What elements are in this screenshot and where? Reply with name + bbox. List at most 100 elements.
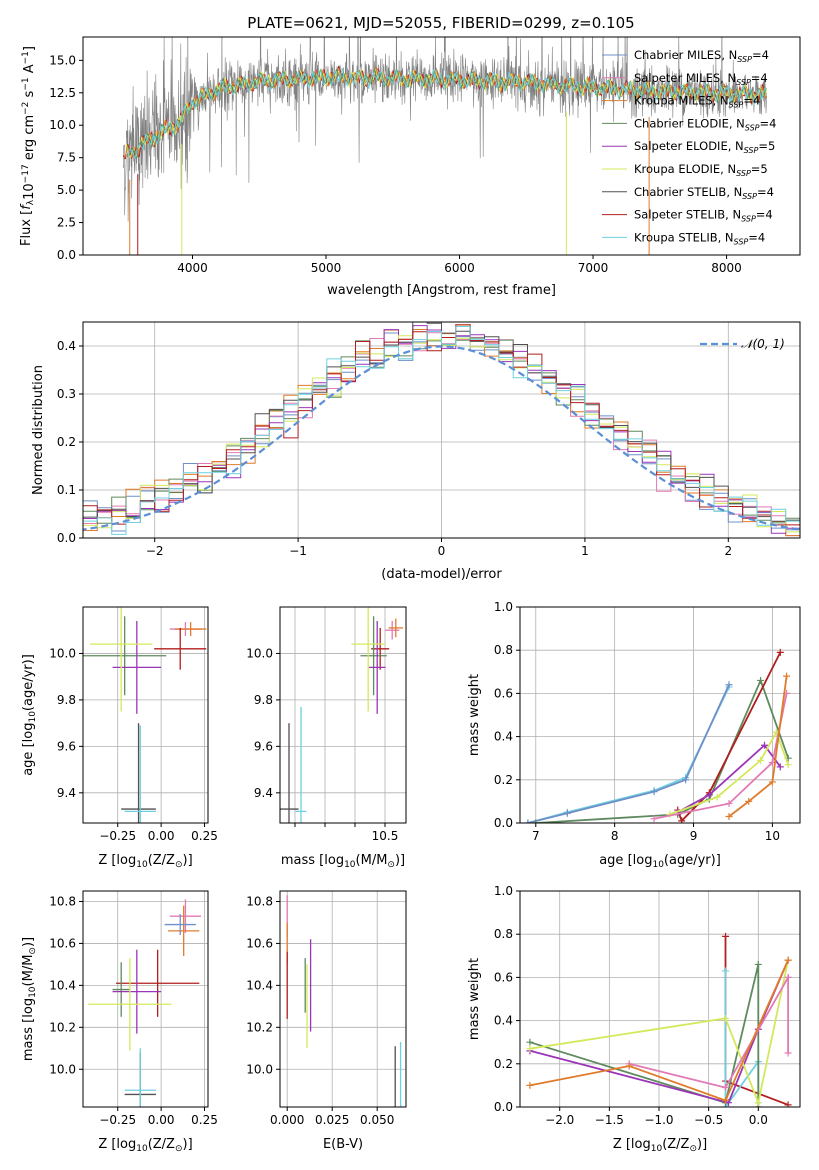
x-axis-label: Z [log10(Z/Z⊙)] — [613, 1137, 707, 1154]
legend-label: Kroupa MILES, N — [634, 94, 729, 108]
x-axis-label-part: age [log — [599, 853, 652, 868]
legend-label: Salpeter ELODIE, N — [634, 139, 744, 153]
y-tick-label: 10.0 — [49, 1062, 76, 1076]
figure-title: PLATE=0621, MJD=52055, FIBERID=0299, z=0… — [247, 14, 634, 32]
y-tick-label: 0.4 — [494, 730, 513, 744]
mass-weight-marker — [725, 681, 733, 689]
legend-label: Kroupa ELODIE, N — [634, 162, 736, 176]
x-tick-label: −2 — [146, 544, 164, 558]
x-axis-label-part: (age/yr)] — [664, 853, 721, 868]
y-axis-label: mass weight — [467, 958, 482, 1040]
x-tick-label: 7 — [532, 829, 540, 843]
mass-weight-marker — [757, 676, 765, 684]
mass-weight-marker — [625, 1062, 633, 1070]
mass-weight-series-line — [529, 959, 789, 1102]
legend-subscript: SSP — [745, 123, 760, 132]
mass-weight-marker — [722, 1084, 730, 1092]
x-axis-label-part: 10 — [344, 860, 356, 870]
x-tick-label: 2 — [724, 544, 732, 558]
legend-value: =5 — [751, 162, 768, 176]
mass-weight-marker — [784, 761, 792, 769]
axes-frame — [279, 606, 407, 824]
y-axis-label-part: age [log — [21, 723, 36, 776]
legend-subscript: SSP — [736, 78, 751, 87]
y-axis-label-part: λ — [26, 199, 36, 205]
mass-weight-marker — [524, 819, 532, 823]
x-axis-label-part: ⊙ — [689, 1144, 697, 1154]
x-axis-label-part: Z [log — [98, 853, 136, 868]
x-axis-label: wavelength [Angstrom, rest frame] — [327, 283, 556, 298]
y-tick-label: 0.8 — [494, 643, 513, 657]
mass-weight-series-line — [676, 651, 782, 823]
y-tick-label: 10.0 — [49, 646, 76, 660]
mass-weight-marker — [650, 788, 658, 796]
x-tick-label: 6000 — [444, 261, 475, 275]
y-axis-label: Normed distribution — [31, 365, 46, 495]
y-tick-label: 10.8 — [49, 894, 76, 908]
x-axis-label: (data-model)/error — [381, 567, 502, 582]
x-axis-label-part: (Z/Z — [662, 1137, 689, 1152]
errorbar-plot-area — [83, 607, 207, 823]
x-axis-label-part: 10 — [136, 860, 148, 870]
y-tick-label: 7.5 — [57, 151, 76, 165]
mass-weight-marker — [526, 1081, 534, 1089]
y-tick-label: 9.8 — [57, 693, 76, 707]
legend-value: =4 — [748, 230, 765, 244]
axes-frame — [82, 606, 209, 824]
y-tick-label: 10.6 — [246, 936, 273, 950]
x-axis-label-part: )] — [697, 1137, 707, 1152]
x-tick-label: 10 — [765, 829, 780, 843]
y-tick-label: 10.8 — [246, 894, 273, 908]
mass-weight-marker — [784, 973, 792, 981]
y-tick-label: 2.5 — [57, 216, 76, 230]
y-tick-label: 0.0 — [57, 248, 76, 262]
y-axis-label-part: (age/yr)] — [21, 654, 36, 711]
y-axis-label-part: −2 — [21, 102, 31, 115]
y-tick-label: 0.2 — [57, 435, 76, 449]
legend-value: =4 — [752, 48, 769, 62]
mass-weight-marker — [754, 1099, 762, 1107]
y-tick-label: 1.0 — [494, 600, 513, 614]
mass-weight-marker — [745, 797, 753, 805]
legend-entry: Kroupa MILES, NSSP=4 — [634, 94, 760, 110]
x-tick-label: 0.25 — [191, 1113, 218, 1127]
x-tick-label: 10.5 — [372, 829, 399, 843]
y-tick-label: 1.0 — [494, 884, 513, 898]
y-axis-label-part: mass [log — [21, 998, 36, 1061]
y-axis-label: age [log10(age/yr)] — [21, 654, 38, 776]
y-tick-label: 0.3 — [57, 387, 76, 401]
legend-label: Salpeter MILES, N — [634, 71, 736, 85]
y-axis-label-part: f — [19, 203, 34, 210]
x-axis-label: E(B-V) — [323, 1137, 363, 1152]
x-tick-label: 0.0 — [749, 1113, 768, 1127]
x-axis-label-part: (Z/Z — [148, 1137, 175, 1152]
y-axis-label: Flux [fλ10−17 erg cm−2 s−1 A−1] — [19, 46, 37, 246]
y-tick-label: 10.0 — [246, 1062, 273, 1076]
y-tick-label: 10.6 — [49, 936, 76, 950]
x-tick-label: 0 — [438, 544, 446, 558]
x-axis-label: Z [log10(Z/Z⊙)] — [98, 853, 192, 870]
legend-subscript: SSP — [742, 192, 757, 201]
y-tick-label: 0.6 — [494, 686, 513, 700]
x-axis-label-part: )] — [183, 853, 193, 868]
legend-value: =4 — [743, 94, 760, 108]
mass-weight-marker — [705, 791, 713, 799]
y-axis-label-part: −1 — [21, 77, 31, 90]
axes-frame — [82, 321, 801, 539]
y-tick-label: 0.4 — [494, 1014, 513, 1028]
axes-frame — [82, 36, 801, 256]
y-axis-label-part: 10 — [28, 986, 38, 998]
x-tick-label: 5000 — [311, 261, 342, 275]
mass-weight-marker — [725, 813, 733, 821]
legend-value: =4 — [760, 116, 777, 130]
y-axis-label-part: Flux [ — [19, 210, 34, 246]
y-tick-label: 0.0 — [494, 816, 513, 830]
axes-frame — [519, 606, 801, 824]
x-tick-label: 8000 — [711, 261, 742, 275]
residual-histogram-step — [83, 324, 800, 528]
mass-weight-marker — [682, 776, 690, 784]
mass-weight-marker — [563, 809, 571, 817]
y-tick-label: 9.8 — [254, 693, 273, 707]
y-tick-label: 0.4 — [57, 339, 76, 353]
